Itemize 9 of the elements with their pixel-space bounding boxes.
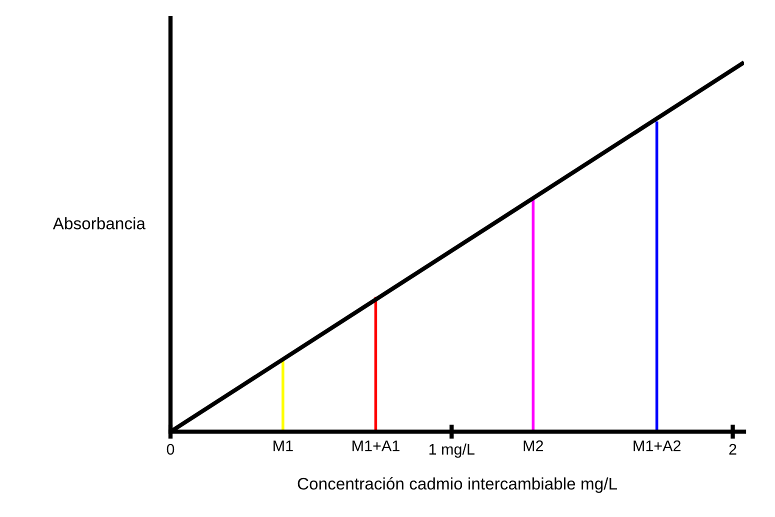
x-tick-label: 0 xyxy=(166,444,174,455)
annotation: M1+A1 xyxy=(352,440,400,452)
x-axis-title: Concentración cadmio intercambiable mg/L xyxy=(298,477,617,493)
annotation: M1 xyxy=(274,440,293,452)
y-axis-title: Absorbancia xyxy=(52,217,146,230)
annotation: M1+A2 xyxy=(634,440,680,452)
x-tick-label: 2 xyxy=(729,444,736,455)
annotation: M2 xyxy=(524,440,543,452)
x-tick-label: 1 mg/L xyxy=(429,444,474,458)
